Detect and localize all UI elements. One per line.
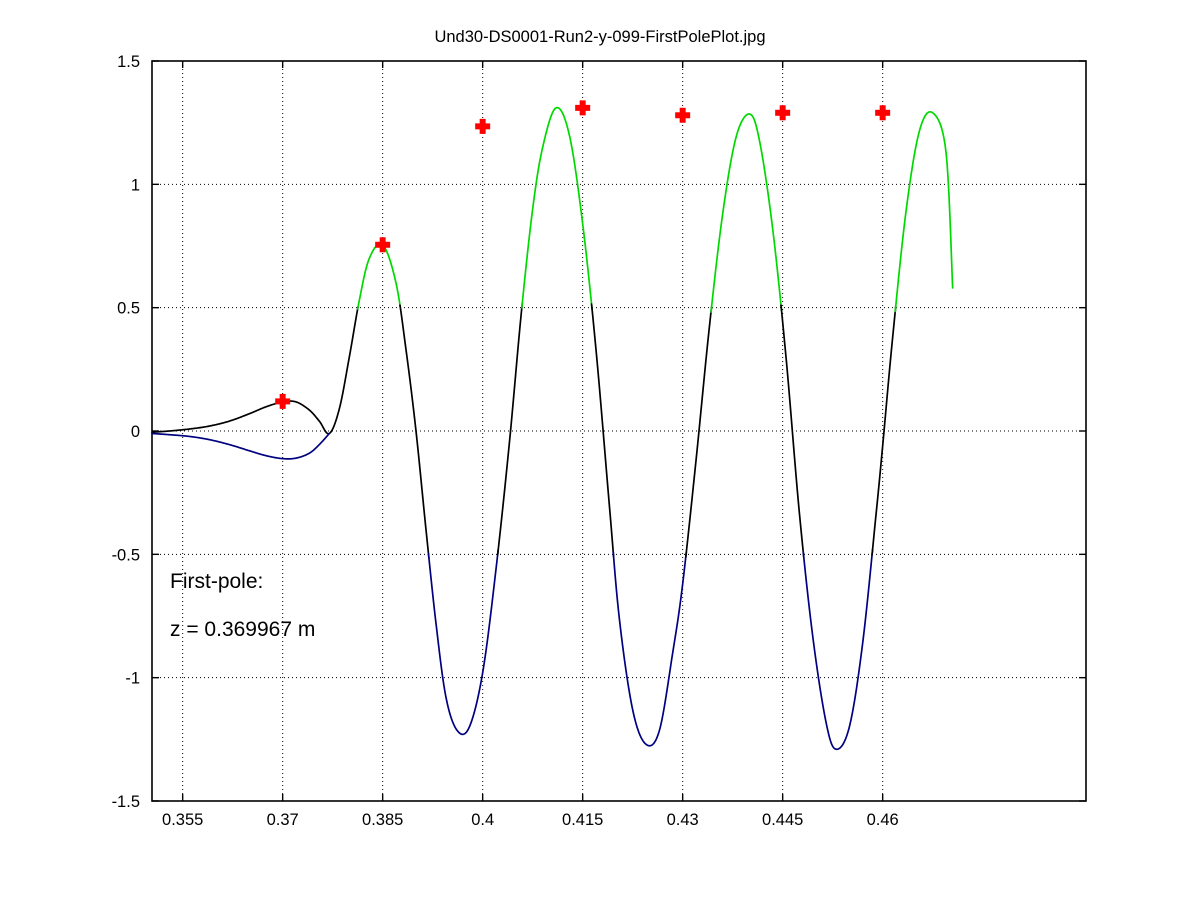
curve-segment <box>894 110 954 313</box>
x-tick-label: 0.43 <box>667 811 699 829</box>
x-tick-label: 0.385 <box>362 811 403 829</box>
peak-marker <box>375 237 391 253</box>
grid-lines <box>152 61 1086 801</box>
curve-segment <box>710 113 783 313</box>
y-tick-label: -1.5 <box>112 793 140 811</box>
peak-marker <box>675 107 691 123</box>
y-tick-label: -1 <box>125 670 140 688</box>
curve-segment <box>780 304 805 559</box>
peak-marker <box>275 393 291 409</box>
lower-envelope-curve <box>151 432 331 460</box>
axis-tick-labels: 0.355 0.37 0.385 0.4 0.415 0.43 0.445 0.46 -1.5 -… <box>112 53 899 829</box>
curve-segment <box>520 106 593 311</box>
x-tick-label: 0.355 <box>162 811 203 829</box>
x-tick-label: 0.46 <box>867 811 899 829</box>
peak-marker <box>775 105 791 121</box>
y-tick-label: 0.5 <box>117 300 140 318</box>
curve-segment <box>612 550 688 747</box>
y-tick-label: 0 <box>131 423 140 441</box>
peak-marker <box>875 105 891 121</box>
curve-segment <box>356 242 402 310</box>
curve-segment <box>684 306 713 558</box>
y-tick-label: -0.5 <box>112 546 140 564</box>
curve-segment <box>871 305 897 556</box>
annotation-line-2: z = 0.369967 m <box>170 618 315 641</box>
annotation-line-1: First-pole: <box>170 570 263 593</box>
x-tick-label: 0.37 <box>267 811 299 829</box>
x-tick-label: 0.415 <box>562 811 603 829</box>
curve-segment <box>590 303 615 558</box>
curve-segment <box>496 302 524 556</box>
y-tick-label: 1.5 <box>117 53 140 71</box>
axis-ticks <box>152 60 1086 802</box>
plot-annotation: First-pole: z = 0.369967 m <box>170 570 315 641</box>
peak-marker <box>575 100 591 116</box>
peak-marker <box>475 118 491 134</box>
x-tick-label: 0.445 <box>762 811 803 829</box>
y-tick-label: 1 <box>131 176 140 194</box>
peak-markers <box>275 100 891 409</box>
series-curves <box>151 106 954 751</box>
x-tick-label: 0.4 <box>471 811 494 829</box>
page-title: Und30-DS0001-Run2-y-099-FirstPolePlot.jp… <box>434 28 766 46</box>
curve-segment <box>427 548 500 736</box>
curve-segment <box>399 304 430 559</box>
curve-segment <box>802 548 874 751</box>
